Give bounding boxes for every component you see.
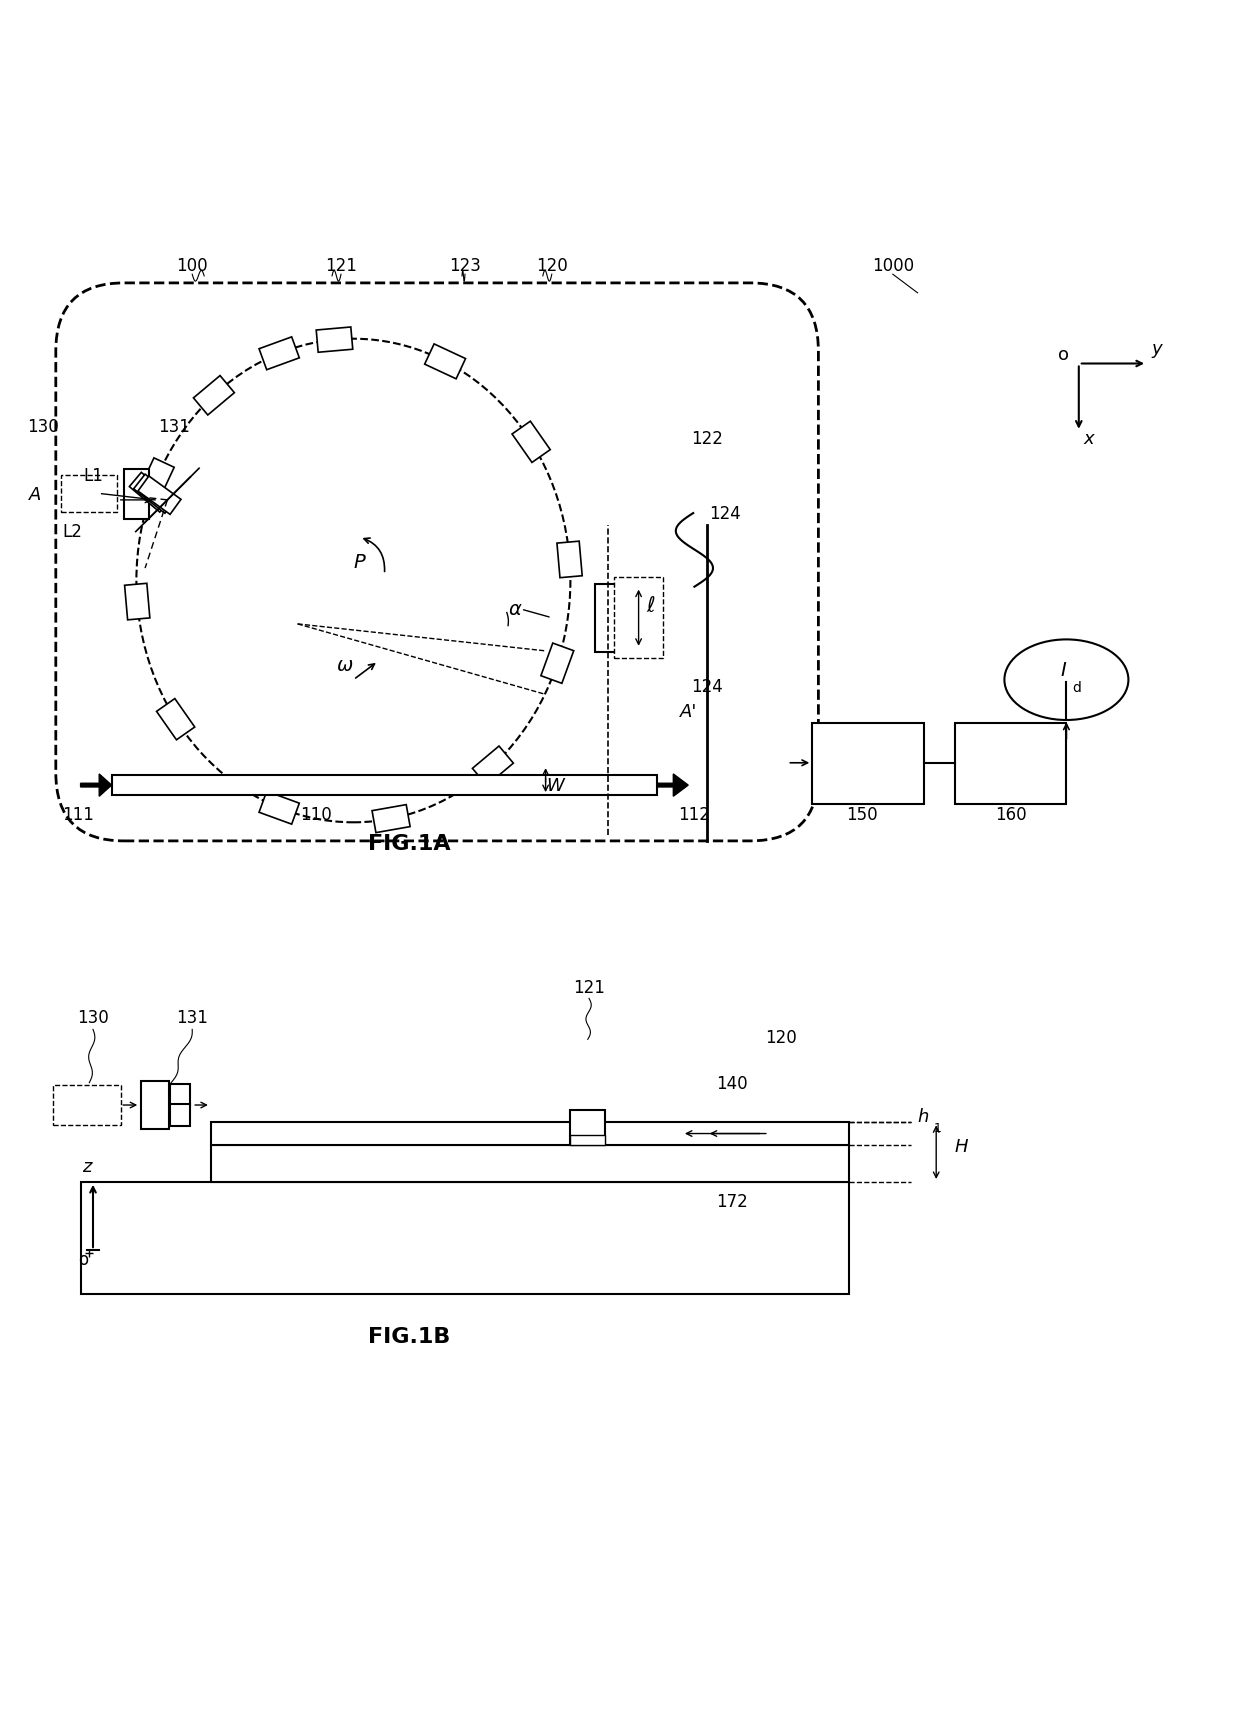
Bar bbox=[124, 583, 150, 621]
Text: W: W bbox=[547, 777, 564, 796]
Text: 123: 123 bbox=[449, 256, 481, 275]
Text: d: d bbox=[1073, 681, 1081, 694]
Text: 120: 120 bbox=[765, 1030, 797, 1047]
Text: 122: 122 bbox=[691, 430, 723, 449]
Text: 110: 110 bbox=[300, 806, 332, 823]
Text: 100: 100 bbox=[176, 256, 208, 275]
Text: 1000: 1000 bbox=[872, 256, 914, 275]
Bar bbox=[141, 1081, 169, 1129]
Text: 1: 1 bbox=[934, 1123, 941, 1135]
Bar bbox=[61, 474, 117, 512]
Bar bbox=[193, 375, 234, 414]
Text: A': A' bbox=[680, 703, 697, 720]
Text: A: A bbox=[29, 486, 41, 504]
Text: h: h bbox=[918, 1109, 929, 1126]
Ellipse shape bbox=[1004, 639, 1128, 720]
Text: 150: 150 bbox=[846, 806, 878, 823]
Text: ℓ: ℓ bbox=[647, 595, 655, 615]
Text: 111: 111 bbox=[62, 806, 94, 823]
Bar bbox=[557, 541, 583, 578]
Bar bbox=[812, 724, 924, 804]
Bar bbox=[541, 643, 574, 684]
Text: 124: 124 bbox=[709, 504, 742, 523]
FancyArrow shape bbox=[81, 774, 112, 796]
Bar bbox=[570, 1135, 605, 1145]
Bar bbox=[614, 578, 663, 658]
Bar bbox=[595, 583, 632, 652]
Text: 130: 130 bbox=[27, 418, 60, 435]
Bar bbox=[316, 327, 352, 352]
Text: o: o bbox=[1059, 346, 1069, 364]
Bar bbox=[211, 1145, 849, 1183]
Bar bbox=[570, 1110, 605, 1145]
Bar bbox=[129, 473, 171, 512]
Text: x: x bbox=[1084, 430, 1094, 449]
Bar bbox=[124, 469, 149, 519]
Bar bbox=[170, 1085, 190, 1107]
Text: 131: 131 bbox=[157, 418, 190, 435]
Text: ω: ω bbox=[336, 657, 353, 676]
Text: 121: 121 bbox=[573, 980, 605, 997]
Bar bbox=[211, 1123, 849, 1145]
Bar bbox=[53, 1085, 122, 1124]
FancyBboxPatch shape bbox=[56, 284, 818, 841]
Bar bbox=[134, 474, 176, 514]
Text: FIG.1B: FIG.1B bbox=[368, 1327, 450, 1348]
Bar bbox=[156, 698, 195, 739]
Text: 121: 121 bbox=[325, 256, 357, 275]
Text: 124: 124 bbox=[691, 677, 723, 696]
Bar bbox=[424, 344, 465, 378]
Bar bbox=[472, 746, 513, 786]
FancyArrow shape bbox=[657, 774, 688, 796]
Text: 140: 140 bbox=[715, 1074, 748, 1093]
Text: H: H bbox=[955, 1138, 968, 1157]
Text: z: z bbox=[82, 1159, 92, 1176]
Text: 160: 160 bbox=[994, 806, 1027, 823]
Text: 172: 172 bbox=[715, 1193, 748, 1210]
Text: 130: 130 bbox=[77, 1009, 109, 1028]
Text: α: α bbox=[508, 600, 521, 619]
Bar bbox=[138, 476, 181, 514]
Bar bbox=[139, 457, 174, 499]
Bar bbox=[259, 791, 299, 823]
Text: 120: 120 bbox=[536, 256, 568, 275]
Bar bbox=[512, 421, 551, 462]
Text: FIG.1A: FIG.1A bbox=[368, 834, 450, 854]
Bar bbox=[372, 804, 410, 832]
Text: L2: L2 bbox=[62, 523, 82, 541]
Text: L1: L1 bbox=[83, 468, 103, 485]
Bar bbox=[112, 775, 657, 794]
Text: 112: 112 bbox=[678, 806, 711, 823]
Text: P: P bbox=[353, 554, 366, 572]
Bar bbox=[259, 337, 299, 370]
Text: I: I bbox=[1060, 662, 1066, 681]
Bar bbox=[955, 724, 1066, 804]
Bar bbox=[81, 1183, 849, 1293]
Text: o: o bbox=[78, 1251, 88, 1269]
Bar bbox=[170, 1104, 190, 1126]
Text: 131: 131 bbox=[176, 1009, 208, 1028]
Text: y: y bbox=[1152, 340, 1162, 358]
